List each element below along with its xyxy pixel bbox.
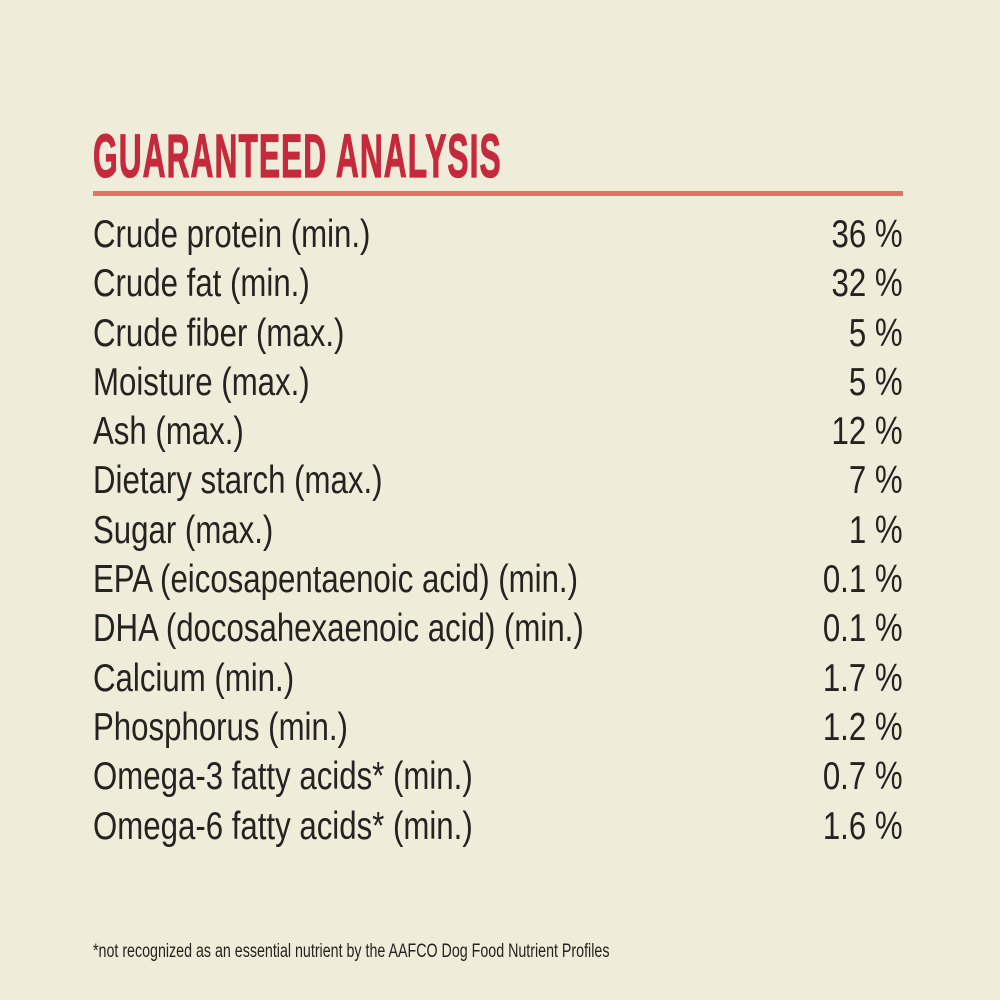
nutrient-label: Ash (max.) [93,410,244,454]
nutrient-label: DHA (docosahexaenoic acid) (min.) [93,607,584,651]
nutrient-label: Crude fiber (max.) [93,311,345,355]
table-row: Dietary starch (max.) 7 % [93,456,903,505]
nutrient-value: 0.1 % [822,558,903,602]
table-row: Phosphorus (min.) 1.2 % [93,703,903,752]
table-row: Sugar (max.) 1 % [93,506,903,555]
nutrient-value: 0.7 % [822,755,903,799]
table-row: Omega-6 fatty acids* (min.) 1.6 % [93,802,903,851]
nutrient-value: 1.6 % [822,804,903,848]
nutrient-label: Omega-3 fatty acids* (min.) [93,755,473,799]
table-row: Crude protein (min.) 36 % [93,210,903,259]
analysis-table: Crude protein (min.) 36 % Crude fat (min… [93,210,903,851]
nutrient-label: Calcium (min.) [93,656,295,700]
table-row: Calcium (min.) 1.7 % [93,654,903,703]
nutrient-value: 1 % [848,508,903,552]
nutrient-label: Omega-6 fatty acids* (min.) [93,804,473,848]
table-row: Moisture (max.) 5 % [93,358,903,407]
nutrient-label: Phosphorus (min.) [93,705,348,749]
page-title: GUARANTEED ANALYSIS [93,122,502,190]
nutrient-value: 1.7 % [822,656,903,700]
table-row: Ash (max.) 12 % [93,407,903,456]
nutrient-label: EPA (eicosapentaenoic acid) (min.) [93,558,578,602]
nutrient-label: Dietary starch (max.) [93,459,383,503]
nutrient-value: 36 % [831,213,903,256]
table-row: DHA (docosahexaenoic acid) (min.) 0.1 % [93,604,903,653]
table-row: Crude fiber (max.) 5 % [93,309,903,358]
nutrient-label: Crude protein (min.) [93,213,371,256]
nutrient-value: 1.2 % [822,705,903,749]
nutrient-value: 12 % [831,410,903,454]
title-divider [93,191,903,196]
nutrient-value: 5 % [848,360,903,404]
nutrient-label: Sugar (max.) [93,508,274,552]
table-row: EPA (eicosapentaenoic acid) (min.) 0.1 % [93,555,903,604]
nutrient-label: Crude fat (min.) [93,262,310,306]
table-row: Crude fat (min.) 32 % [93,259,903,308]
nutrient-value: 32 % [831,262,903,306]
nutrient-value: 5 % [848,311,903,355]
nutrient-value: 0.1 % [822,607,903,651]
nutrient-value: 7 % [848,459,903,503]
aafco-footnote: *not recognized as an essential nutrient… [93,941,610,962]
table-row: Omega-3 fatty acids* (min.) 0.7 % [93,752,903,801]
nutrient-label: Moisture (max.) [93,360,310,404]
